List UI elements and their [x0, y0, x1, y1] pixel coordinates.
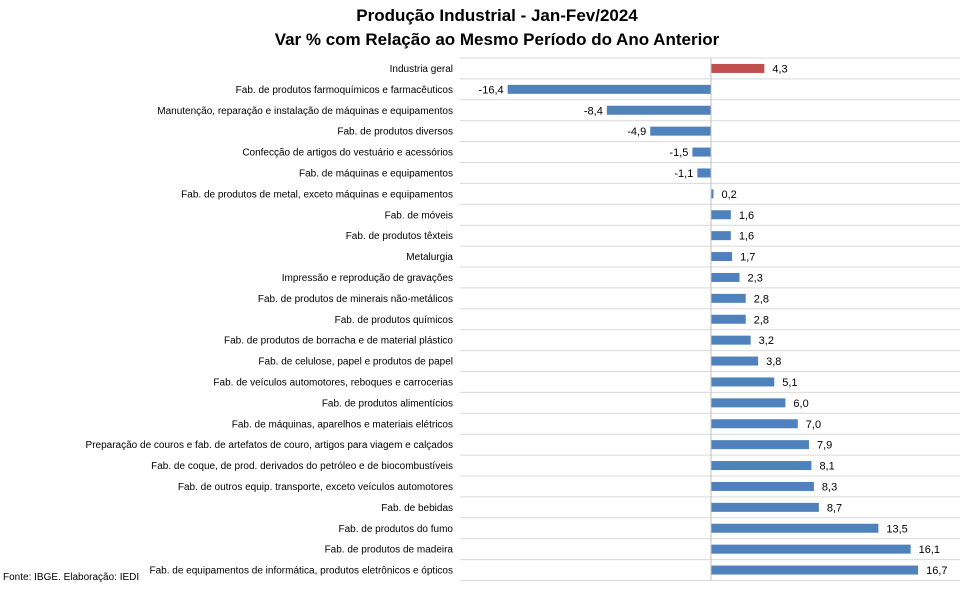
bar	[711, 398, 786, 408]
bar	[711, 293, 746, 303]
value-label: 1,6	[739, 231, 754, 243]
value-label: 16,7	[926, 565, 947, 577]
category-label: Industria geral	[390, 64, 453, 75]
value-label: -16,4	[479, 84, 504, 96]
value-label: 1,6	[739, 210, 754, 222]
category-labels: Industria geral Fab. de produtos farmoquí…	[86, 64, 454, 577]
category-label: Metalurgia	[406, 252, 453, 263]
value-label: 2,3	[748, 272, 763, 284]
category-label: Fab. de produtos diversos	[337, 127, 453, 138]
category-label: Fab. de produtos de minerais não-metálic…	[258, 294, 453, 305]
bar	[697, 168, 711, 178]
bars	[507, 63, 919, 575]
bar	[711, 210, 731, 220]
bar	[711, 356, 759, 366]
bar	[711, 461, 812, 471]
category-label: Fab. de máquinas, aparelhos e materiais …	[232, 419, 453, 430]
gridlines	[460, 57, 960, 581]
value-label: 3,2	[759, 335, 774, 347]
bar	[711, 502, 819, 512]
category-label: Fab. de produtos de borracha e de materi…	[224, 336, 453, 347]
category-label: Fab. de celulose, papel e produtos de pa…	[258, 357, 453, 368]
bar	[711, 481, 814, 491]
value-label: 8,7	[827, 502, 842, 514]
bar	[711, 419, 798, 429]
bar	[606, 105, 711, 115]
bar	[711, 189, 714, 199]
bar	[507, 84, 711, 94]
category-label: Fab. de produtos têxteis	[346, 231, 453, 242]
chart-title: Produção Industrial - Jan-Fev/2024	[356, 6, 638, 25]
category-label: Fab. de coque, de prod. derivados do pet…	[151, 461, 453, 472]
value-label: 8,3	[822, 481, 837, 493]
bar	[711, 252, 733, 262]
bar	[711, 377, 775, 387]
bar	[711, 440, 809, 450]
bar	[711, 63, 765, 73]
category-label: Manutenção, reparação e instalação de má…	[157, 106, 453, 117]
category-label: Fab. de móveis	[385, 210, 453, 221]
value-label: 4,3	[772, 63, 787, 75]
chart-subtitle: Var % com Relação ao Mesmo Período do An…	[275, 30, 720, 49]
category-label: Fab. de veículos automotores, reboques e…	[213, 377, 453, 388]
category-label: Fab. de máquinas e equipamentos	[299, 168, 453, 179]
bar	[711, 231, 731, 241]
value-label: -4,9	[627, 126, 646, 138]
category-label: Fab. de produtos químicos	[335, 315, 453, 326]
source-note: Fonte: IBGE. Elaboração: IEDI	[3, 572, 140, 583]
bar	[692, 147, 711, 157]
value-label: 13,5	[886, 523, 907, 535]
category-label: Fab. de produtos farmoquímicos e farmacê…	[236, 85, 453, 96]
category-label: Fab. de produtos do fumo	[338, 524, 453, 535]
category-label: Preparação de couros e fab. de artefatos…	[86, 440, 453, 451]
bar	[711, 565, 919, 575]
bar	[711, 544, 911, 554]
value-labels: 4,3-16,4-8,4-4,9-1,5-1,10,21,61,61,72,32…	[479, 63, 948, 577]
value-label: 7,9	[817, 440, 832, 452]
value-label: 3,8	[766, 356, 781, 368]
bar	[711, 272, 740, 282]
category-label: Fab. de produtos de madeira	[325, 545, 454, 556]
category-label: Confecção de artigos do vestuário e aces…	[242, 148, 453, 159]
value-label: 2,8	[754, 293, 769, 305]
value-label: 16,1	[919, 544, 940, 556]
category-label: Fab. de produtos alimentícios	[322, 398, 453, 409]
bar	[711, 314, 746, 324]
value-label: -1,5	[669, 147, 688, 159]
bar	[650, 126, 711, 136]
category-label: Fab. de bebidas	[381, 503, 453, 514]
bar	[711, 523, 879, 533]
value-label: 0,2	[721, 189, 736, 201]
category-label: Fab. de equipamentos de informática, pro…	[149, 566, 453, 577]
value-label: -8,4	[584, 105, 603, 117]
value-label: 8,1	[819, 461, 834, 473]
value-label: 6,0	[793, 398, 808, 410]
value-label: 1,7	[740, 252, 755, 264]
category-label: Fab. de outros equip. transporte, exceto…	[178, 482, 453, 493]
category-label: Impressão e reprodução de gravações	[282, 273, 453, 284]
value-label: 5,1	[782, 377, 797, 389]
value-label: 7,0	[806, 419, 821, 431]
value-label: -1,1	[674, 168, 693, 180]
value-label: 2,8	[754, 314, 769, 326]
category-label: Fab. de produtos de metal, exceto máquin…	[181, 189, 453, 200]
bar	[711, 335, 751, 345]
